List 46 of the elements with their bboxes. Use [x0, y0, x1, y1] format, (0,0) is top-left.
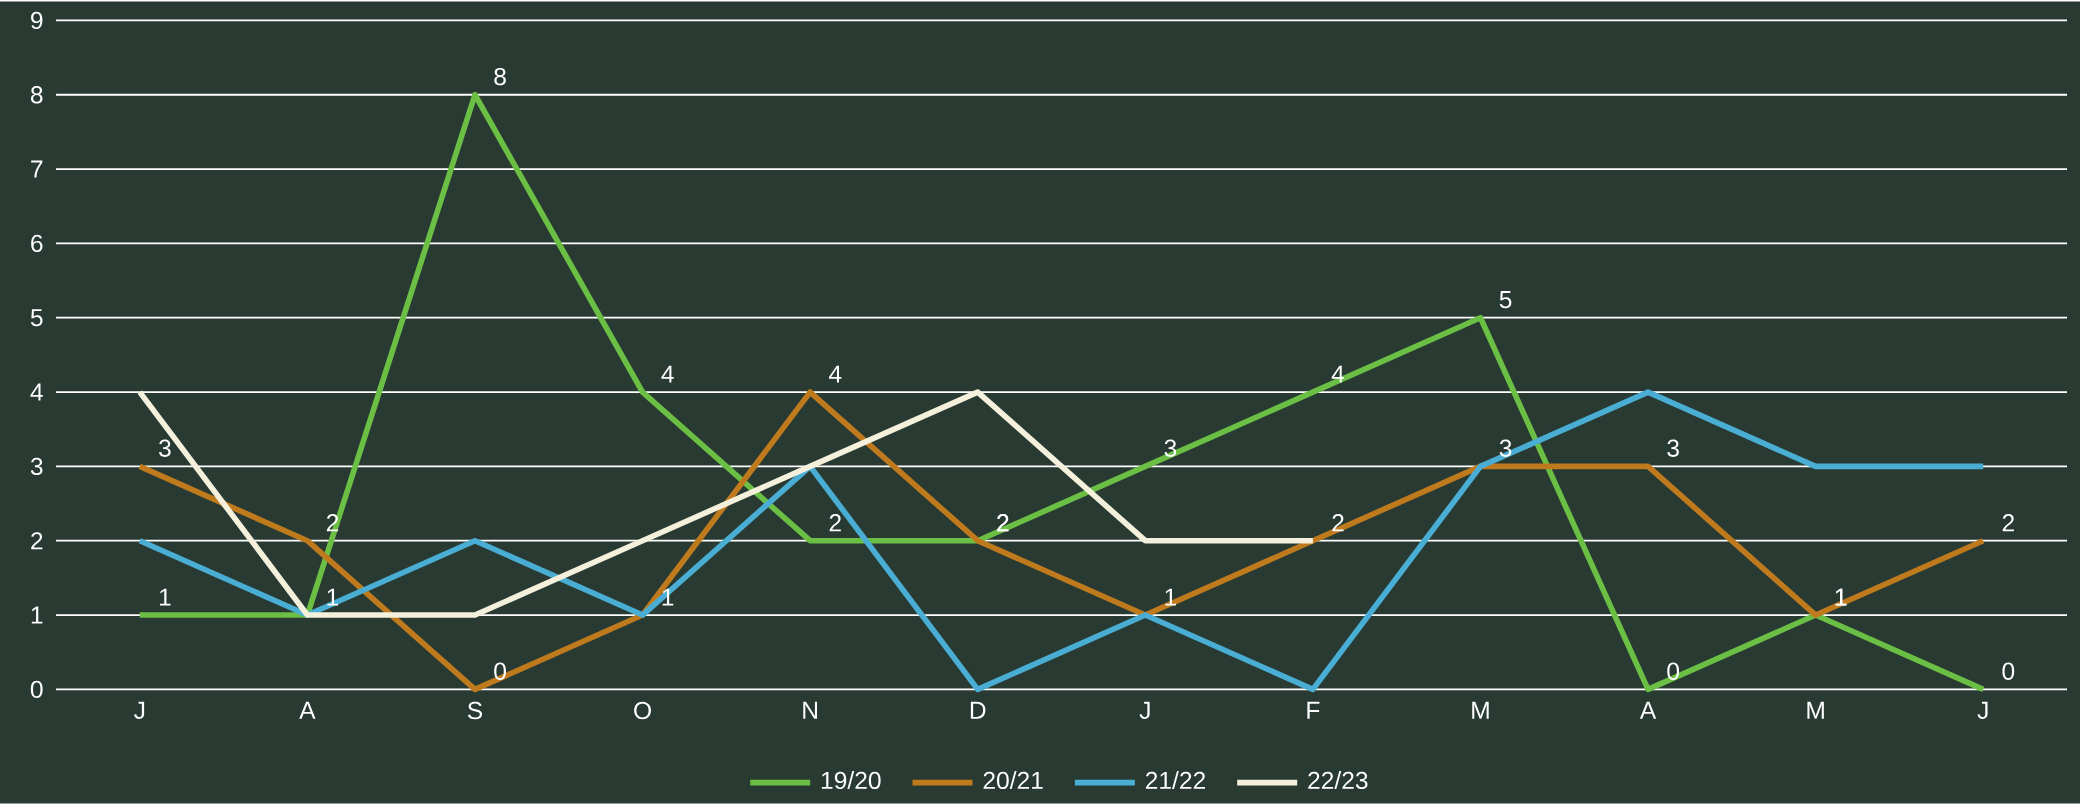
legend-label: 19/20 — [821, 770, 881, 789]
y-tick-label: 2 — [31, 532, 43, 550]
data-label: 0 — [2002, 662, 2015, 680]
data-label: 1 — [1165, 588, 1177, 606]
x-tick-label: D — [970, 701, 986, 719]
y-tick-label: 5 — [30, 309, 43, 327]
data-label: 3 — [1667, 439, 1679, 457]
x-tick-label: F — [1307, 701, 1320, 719]
y-tick-label: 6 — [31, 234, 43, 253]
y-tick-label: 9 — [31, 11, 43, 30]
data-label: 1 — [1835, 588, 1847, 606]
data-label: 2 — [829, 514, 841, 532]
x-tick-label: J — [1139, 701, 1150, 719]
data-label: 3 — [1164, 439, 1177, 457]
data-label: 4 — [661, 365, 674, 383]
legend-label: 22/23 — [1308, 770, 1368, 789]
y-tick-label: 3 — [30, 457, 43, 475]
y-tick-label: 7 — [31, 160, 43, 178]
data-label: 5 — [1499, 290, 1512, 309]
x-tick-label: M — [1807, 701, 1824, 719]
x-tick-label: O — [634, 701, 651, 720]
y-tick-label: 1 — [31, 606, 43, 624]
data-label: 2 — [2002, 514, 2014, 532]
x-tick-label: S — [467, 701, 483, 720]
data-label: 1 — [327, 588, 339, 606]
x-tick-label: J — [134, 701, 145, 719]
data-label: 2 — [1332, 514, 1344, 532]
y-tick-label: 4 — [30, 383, 43, 401]
data-label: 4 — [1331, 365, 1345, 383]
x-tick-label: A — [299, 701, 316, 719]
data-label: 0 — [494, 662, 506, 680]
legend-label: 21/22 — [1145, 770, 1206, 789]
data-label: 2 — [997, 514, 1009, 532]
x-tick-label: A — [1639, 701, 1657, 719]
data-label: 8 — [494, 67, 506, 86]
x-tick-label: J — [1977, 701, 1988, 719]
data-label: 3 — [159, 439, 171, 457]
data-label: 4 — [828, 365, 842, 383]
legend-label: 20/21 — [983, 770, 1043, 789]
x-tick-label: M — [1472, 701, 1489, 719]
data-label: 3 — [1499, 439, 1512, 457]
y-tick-label: 0 — [30, 680, 43, 698]
data-label: 1 — [159, 588, 171, 606]
x-tick-label: N — [803, 701, 818, 719]
data-label: 0 — [1667, 662, 1680, 680]
y-tick-label: 8 — [30, 85, 43, 104]
